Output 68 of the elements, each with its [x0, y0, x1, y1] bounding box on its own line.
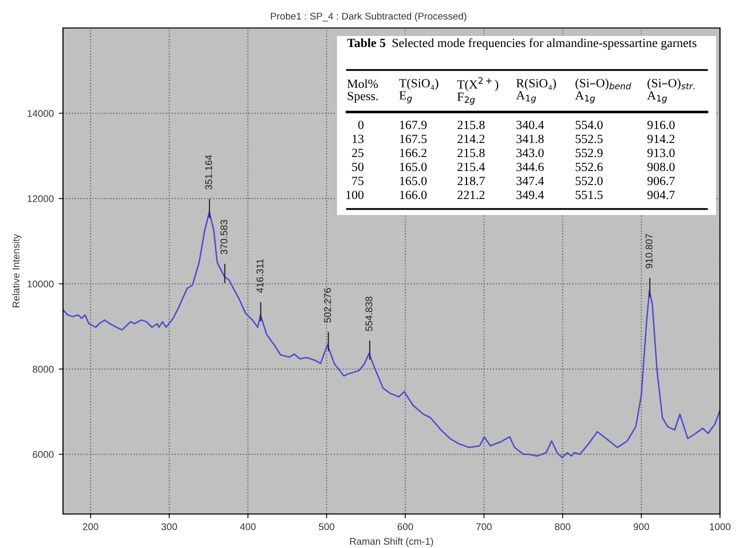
- x-tick-label: 400: [240, 523, 256, 530]
- annotation: 551.5: [576, 190, 603, 200]
- annotation: 552.5: [576, 134, 603, 144]
- annotation: 552.9: [576, 148, 603, 158]
- annotation: 100: [346, 190, 364, 200]
- annotation: 167.9: [400, 120, 427, 130]
- annotation: 554.838: [365, 296, 372, 332]
- chart-title: Probe1 : SP_4 : Dark Subtracted (Processed): [270, 12, 466, 22]
- annotation: 218.7: [458, 176, 485, 186]
- annotation: 25: [352, 148, 364, 158]
- annotation: T(SiO₄) E$_{g}$: [399, 78, 438, 104]
- annotation: R(SiO₄) A$_{1g}$: [516, 78, 556, 104]
- annotation: 416.311: [256, 259, 264, 293]
- x-tick-label: 500: [318, 523, 334, 530]
- y-tick-label: 6000: [32, 451, 54, 458]
- annotation: 908.0: [647, 162, 675, 172]
- x-tick-label: 600: [398, 523, 413, 530]
- annotation: 347.4: [516, 176, 544, 186]
- x-tick-label: 300: [161, 523, 177, 530]
- annotation: 914.2: [647, 134, 674, 144]
- x-tick-label: 800: [554, 523, 570, 530]
- annotation: 13: [352, 134, 364, 144]
- text: (Si–O)$_{str.}$ A$_{1g}$: [647, 78, 695, 104]
- y-tick-label: 12000: [28, 195, 54, 202]
- annotation: 215.8: [458, 148, 485, 158]
- x-axis-title: Raman Shift (cm-1): [350, 538, 434, 547]
- x-tick-label: 900: [634, 523, 650, 530]
- annotation: 913.0: [647, 148, 675, 158]
- annotation: 166.0: [400, 190, 427, 200]
- annotation: 906.7: [647, 176, 675, 186]
- annotation: 75: [352, 176, 364, 186]
- annotation: 916.0: [647, 120, 675, 130]
- annotation: 166.2: [400, 148, 426, 158]
- annotation: 502.276: [324, 288, 331, 322]
- y-tick-label: 10000: [28, 280, 54, 288]
- annotation: 221.2: [458, 190, 484, 200]
- annotation: 215.8: [458, 120, 485, 130]
- annotation: 215.4: [458, 162, 485, 172]
- annotation: Table 5: [347, 38, 386, 48]
- text: T(X$^{2+}$) F$_{2g}$: [457, 77, 498, 105]
- annotation: Selected mode frequencies for almandine-spessartine garnets: [392, 38, 696, 50]
- annotation: 370.583: [220, 220, 228, 254]
- annotation: 910.807: [646, 234, 652, 268]
- annotation: 904.7: [647, 190, 675, 200]
- text: (Si–O)$_{bend}$ A$_{1g}$: [575, 78, 632, 104]
- line-series: [63, 211, 720, 458]
- annotation: 341.8: [516, 134, 544, 144]
- annotation: 0: [358, 120, 364, 130]
- annotation: 343.0: [516, 148, 544, 158]
- annotation: 349.4: [516, 190, 544, 200]
- x-tick-label: 700: [476, 523, 492, 530]
- annotation: 552.0: [576, 176, 603, 186]
- y-tick-label: 8000: [32, 366, 54, 373]
- annotation: 351.164: [205, 155, 212, 190]
- x-tick-label: 200: [82, 523, 98, 530]
- annotation: 552.6: [576, 162, 603, 172]
- y-axis-title: Relative Intensity: [12, 234, 22, 308]
- annotation: 344.6: [516, 162, 544, 172]
- annotation: 165.0: [400, 162, 427, 172]
- annotation: 340.4: [516, 120, 544, 130]
- annotation: 214.2: [458, 134, 484, 144]
- annotation: 50: [352, 162, 364, 172]
- annotation: 554.0: [576, 120, 603, 130]
- y-tick-label: 14000: [28, 110, 54, 117]
- x-tick-label: 1000: [710, 523, 730, 530]
- annotation: Mol% Spess.: [347, 79, 378, 103]
- annotation: 165.0: [400, 176, 427, 186]
- annotation: 167.5: [400, 134, 427, 144]
